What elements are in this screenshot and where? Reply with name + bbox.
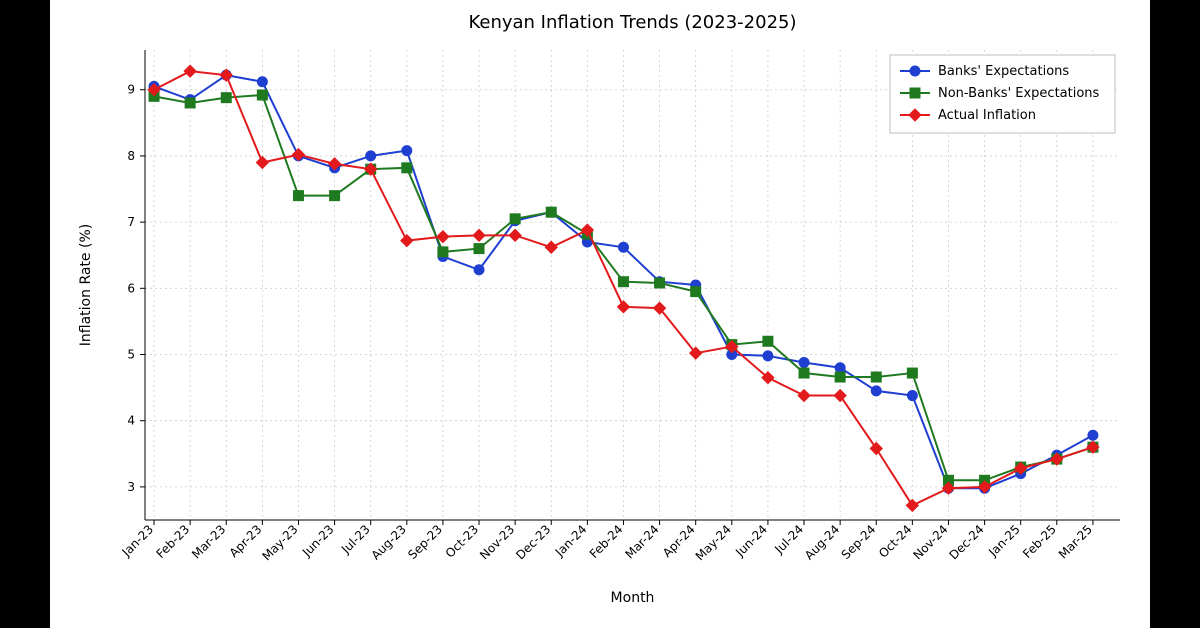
y-axis-label: Inflation Rate (%) xyxy=(78,224,94,346)
y-tick-label: 3 xyxy=(127,480,135,494)
chart-container: 3456789Jan-23Feb-23Mar-23Apr-23May-23Jun… xyxy=(50,0,1150,628)
legend-label: Actual Inflation xyxy=(938,108,1036,123)
y-tick-label: 5 xyxy=(127,348,135,362)
legend: Banks' Expectations Non-Banks' Expectatio… xyxy=(890,55,1115,133)
y-tick-label: 6 xyxy=(127,281,135,295)
y-tick-label: 4 xyxy=(127,414,135,428)
legend-label: Banks' Expectations xyxy=(938,64,1069,79)
y-tick-label: 9 xyxy=(127,83,135,97)
chart-title: Kenyan Inflation Trends (2023-2025) xyxy=(468,12,796,33)
y-tick-label: 8 xyxy=(127,149,135,163)
legend-label: Non-Banks' Expectations xyxy=(938,86,1100,101)
inflation-chart: 3456789Jan-23Feb-23Mar-23Apr-23May-23Jun… xyxy=(50,0,1150,628)
x-axis-label: Month xyxy=(611,590,655,606)
y-tick-label: 7 xyxy=(127,215,135,229)
